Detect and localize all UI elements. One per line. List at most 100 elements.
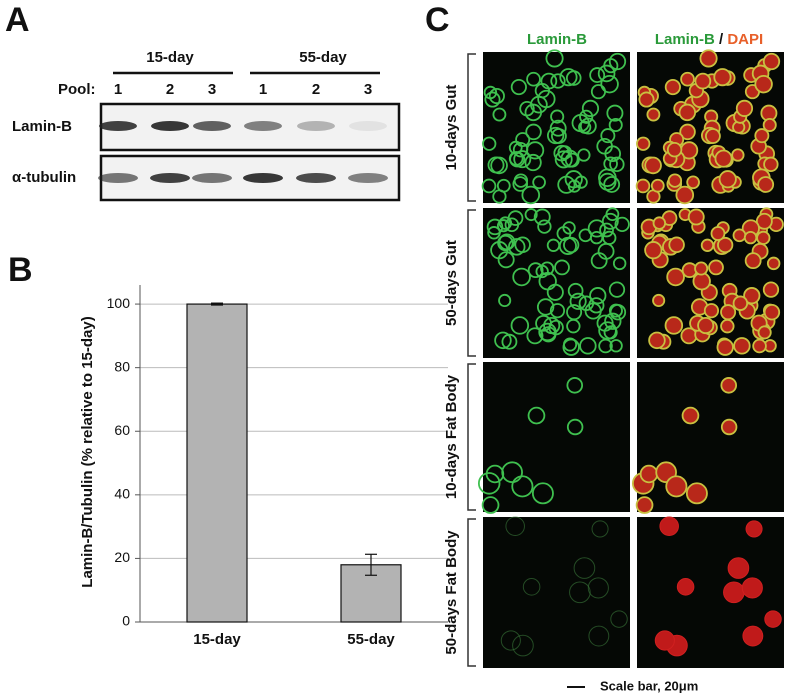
nucleus xyxy=(566,418,584,436)
nucleus xyxy=(550,73,566,89)
error-bar xyxy=(211,302,223,306)
nucleus xyxy=(500,630,521,651)
nucleus xyxy=(578,295,595,311)
nucleus xyxy=(710,226,726,241)
nucleus xyxy=(546,238,561,252)
panel-label: C xyxy=(425,1,450,39)
nucleus xyxy=(741,577,763,599)
y-tick-label: 0 xyxy=(122,613,130,629)
nucleus xyxy=(720,304,737,321)
band xyxy=(297,121,335,131)
nucleus xyxy=(654,630,675,651)
nucleus xyxy=(569,581,591,604)
nucleus xyxy=(743,230,758,245)
nucleus xyxy=(676,578,695,596)
group-label: 55-day xyxy=(299,49,347,66)
nucleus xyxy=(515,132,531,148)
nucleus xyxy=(557,145,572,160)
nucleus xyxy=(700,238,715,252)
nucleus xyxy=(587,577,609,599)
nucleus xyxy=(667,173,683,188)
nucleus xyxy=(720,319,735,334)
nucleus xyxy=(512,634,534,657)
nucleus xyxy=(579,117,597,135)
nucleus xyxy=(752,338,767,354)
nucleus xyxy=(694,72,712,90)
nucleus xyxy=(496,178,511,193)
nucleus xyxy=(681,406,700,425)
nucleus xyxy=(638,91,655,108)
nucleus xyxy=(609,339,623,353)
nucleus xyxy=(562,338,580,356)
nucleus xyxy=(513,150,532,169)
nucleus xyxy=(600,128,616,144)
nucleus xyxy=(497,234,514,252)
nucleus xyxy=(694,261,709,276)
nucleus xyxy=(648,331,666,350)
band xyxy=(98,173,138,183)
row-label: 10-days Fat Body xyxy=(443,374,460,499)
nucleus xyxy=(531,482,554,505)
nucleus xyxy=(589,67,606,84)
nucleus xyxy=(718,170,737,189)
nucleus xyxy=(548,319,564,336)
nucleus xyxy=(666,141,683,158)
band xyxy=(296,173,336,183)
nucleus xyxy=(614,216,630,233)
nucleus xyxy=(697,316,715,335)
nucleus xyxy=(713,68,732,87)
bracket xyxy=(467,518,476,667)
nucleus xyxy=(550,128,567,144)
nucleus xyxy=(488,87,505,105)
nucleus xyxy=(533,208,551,226)
panel-label: B xyxy=(8,251,33,289)
nucleus xyxy=(524,103,543,122)
nucleus xyxy=(609,156,625,172)
micrograph xyxy=(483,362,630,512)
nucleus xyxy=(727,557,750,579)
nucleus xyxy=(703,303,720,319)
row-label: Lamin-B xyxy=(12,118,72,135)
nucleus xyxy=(560,149,579,168)
nucleus xyxy=(573,557,596,579)
row-label: α-tubulin xyxy=(12,169,76,186)
micrographs: 10-days Gut 50-days Gut 10-days Fat Body 50… xyxy=(443,49,784,668)
nucleus xyxy=(508,151,524,166)
y-tick-label: 60 xyxy=(114,422,130,438)
y-tick-label: 20 xyxy=(114,549,130,565)
nucleus xyxy=(490,241,509,260)
nucleus xyxy=(599,222,614,238)
nucleus xyxy=(545,49,564,68)
y-tick-label: 100 xyxy=(107,295,131,311)
nucleus xyxy=(525,123,542,141)
nucleus xyxy=(527,406,546,425)
nucleus xyxy=(732,228,747,243)
column-label: Lamin-B xyxy=(527,31,587,48)
nucleus xyxy=(659,516,679,537)
error-bar xyxy=(365,553,377,576)
nucleus xyxy=(543,316,561,335)
y-tick-label: 80 xyxy=(114,358,130,374)
nucleus xyxy=(743,287,761,305)
nucleus xyxy=(510,316,530,335)
nucleus xyxy=(732,295,749,311)
nucleus xyxy=(733,337,751,355)
nucleus xyxy=(731,148,745,162)
nucleus xyxy=(716,338,734,356)
nucleus xyxy=(686,175,700,190)
column-label-sep: / xyxy=(719,31,724,48)
column-label: Lamin-B / DAPI xyxy=(655,31,763,48)
bracket xyxy=(467,209,476,357)
band xyxy=(349,121,387,131)
pool-number: 3 xyxy=(208,81,216,98)
nucleus xyxy=(664,78,681,96)
nucleus xyxy=(639,464,659,484)
nucleus xyxy=(652,293,666,308)
nucleus xyxy=(501,461,523,484)
nucleus xyxy=(492,107,507,122)
band xyxy=(348,173,388,183)
nucleus xyxy=(763,156,779,172)
nucleus xyxy=(550,109,565,124)
nucleus xyxy=(608,281,626,298)
